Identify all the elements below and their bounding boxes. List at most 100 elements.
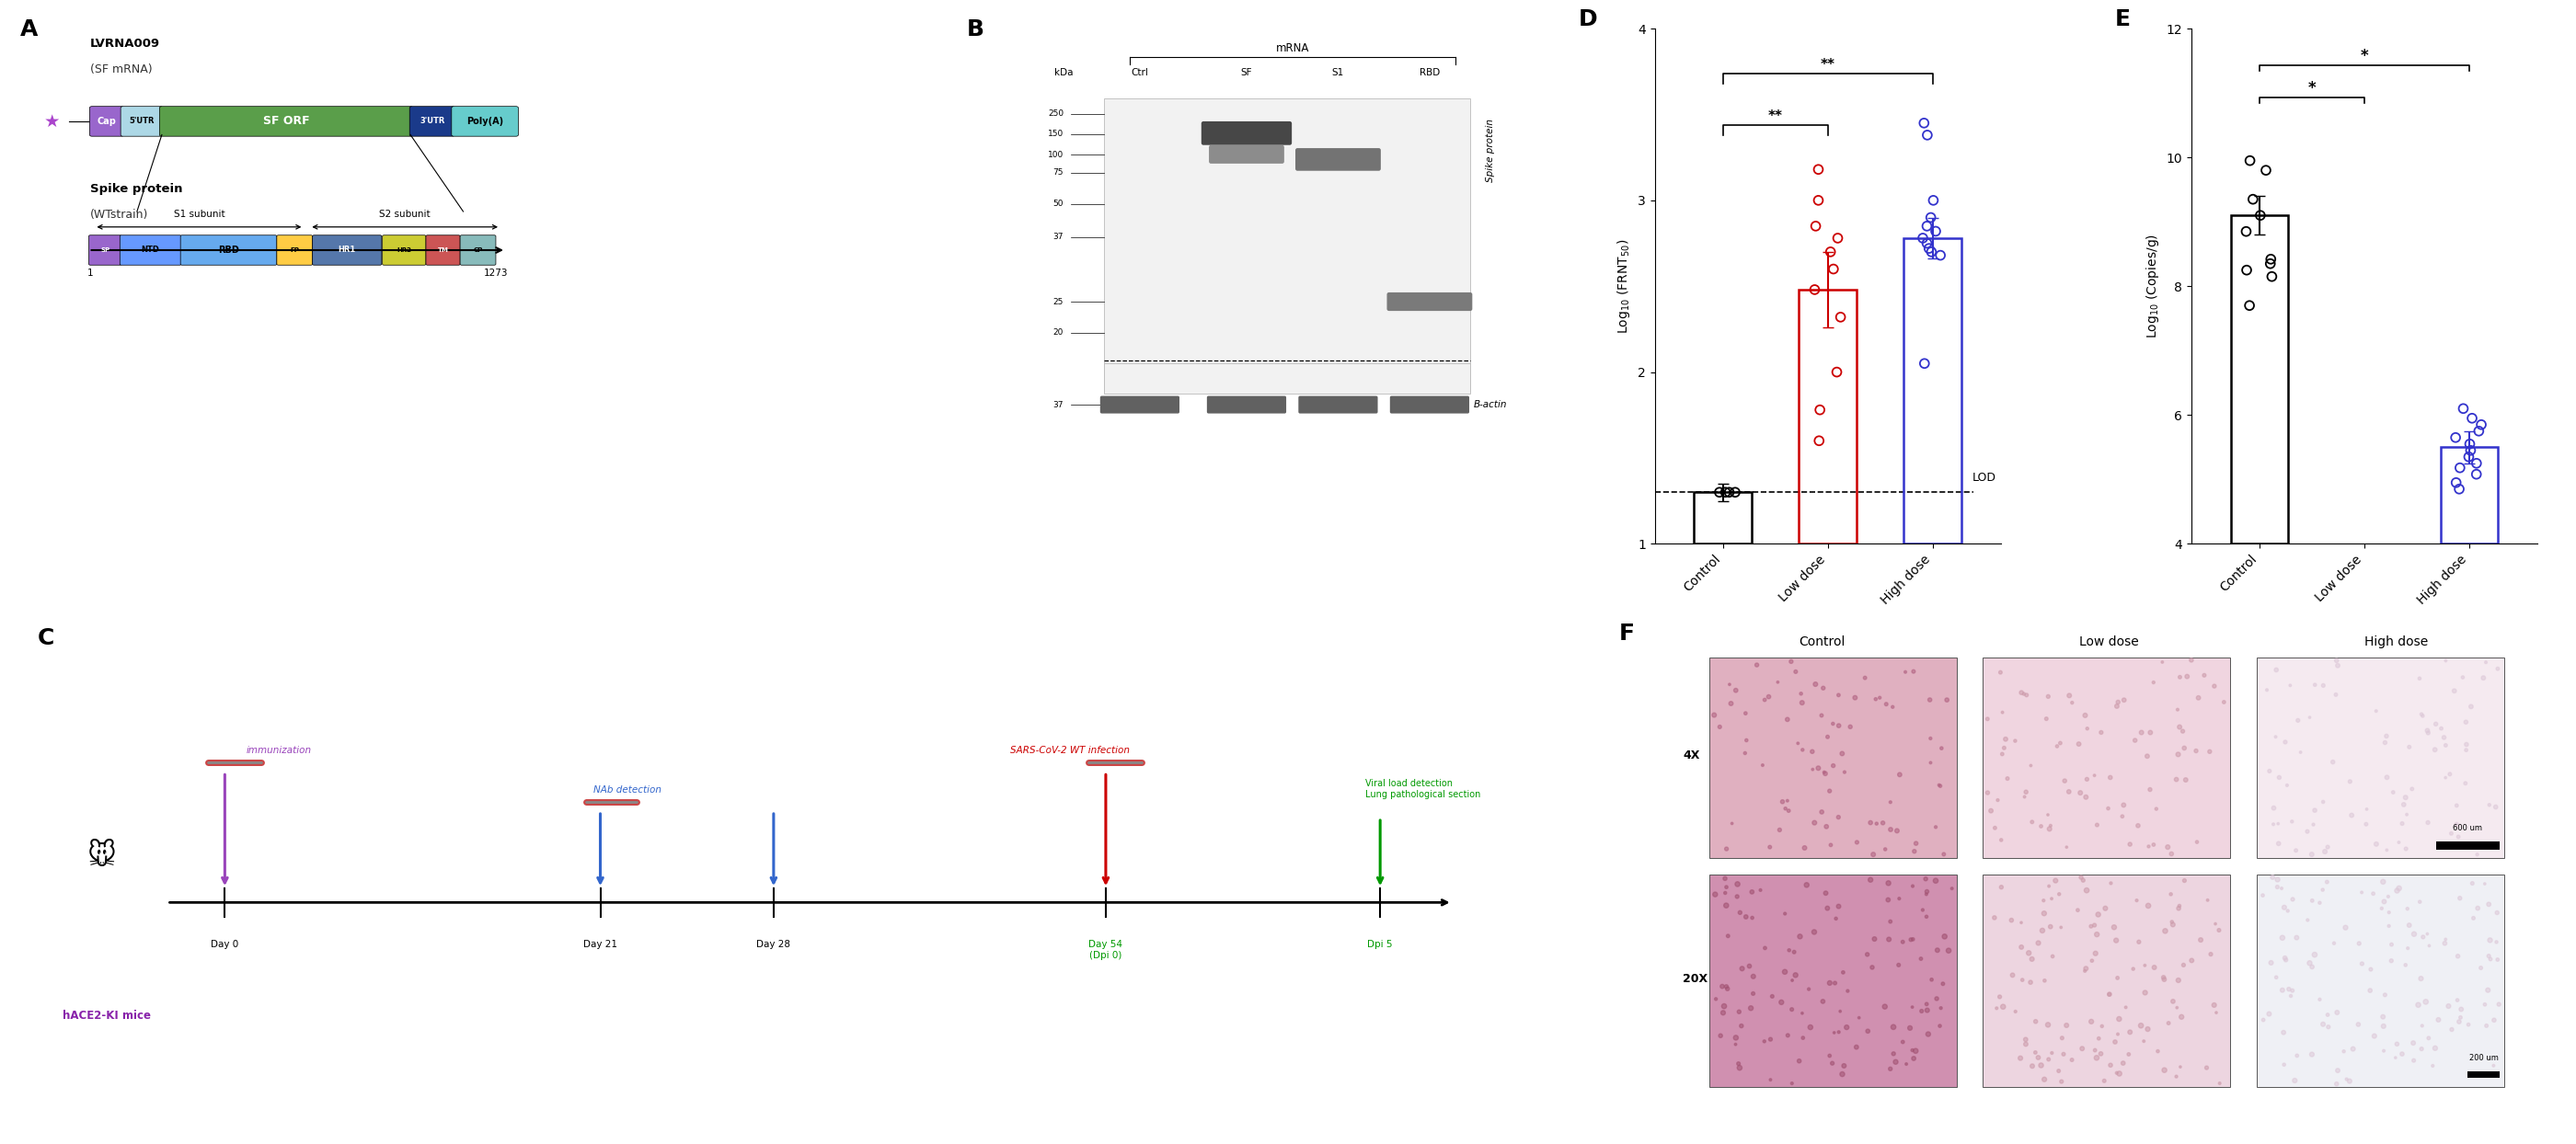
Point — [2246, 161, 2287, 180]
Point — [1718, 1002, 1759, 1020]
Text: LOD: LOD — [1973, 471, 1996, 484]
Point — [1911, 208, 1953, 227]
Point — [1919, 999, 1960, 1017]
Point — [2094, 1033, 2136, 1051]
Point — [2138, 1042, 2179, 1060]
Point — [1883, 1033, 1924, 1051]
Point — [2105, 691, 2146, 709]
Point — [2324, 1042, 2365, 1060]
FancyBboxPatch shape — [1208, 145, 1285, 164]
Point — [2102, 1054, 2143, 1072]
Point — [2429, 996, 2470, 1015]
Point — [2367, 841, 2409, 859]
Point — [2195, 996, 2236, 1015]
Point — [1819, 1023, 1860, 1041]
Point — [1806, 728, 1847, 746]
Text: 200 um: 200 um — [2468, 1054, 2499, 1062]
Point — [1716, 483, 1757, 501]
Point — [1829, 717, 1870, 736]
Point — [1847, 1022, 1888, 1040]
Point — [1855, 690, 1896, 708]
Point — [2354, 1027, 2396, 1046]
Point — [1814, 715, 1855, 733]
Point — [1708, 675, 1749, 693]
Point — [2187, 891, 2228, 909]
Point — [1911, 243, 1953, 261]
Point — [2264, 733, 2306, 752]
Text: hACE2-KI mice: hACE2-KI mice — [62, 1010, 149, 1022]
Text: 20X: 20X — [1682, 974, 1708, 985]
Point — [2244, 1011, 2285, 1030]
Bar — [2231, 215, 2287, 543]
Point — [2009, 944, 2050, 962]
Point — [1770, 652, 1811, 670]
Point — [2439, 1000, 2481, 1018]
Point — [1978, 791, 2020, 809]
Point — [1777, 734, 1819, 753]
Point — [2424, 769, 2465, 787]
Point — [1914, 222, 1955, 240]
Point — [2089, 985, 2130, 1003]
Point — [1731, 908, 1772, 927]
Point — [1757, 673, 1798, 691]
Text: HR1: HR1 — [337, 246, 355, 254]
Point — [1994, 732, 2035, 750]
Point — [2071, 917, 2112, 936]
Point — [1783, 740, 1824, 758]
Text: Dpi 5: Dpi 5 — [1368, 939, 1394, 950]
Point — [2468, 895, 2509, 913]
Point — [1986, 770, 2027, 788]
Point — [1772, 1074, 1814, 1093]
Point — [2290, 845, 2331, 864]
Point — [2470, 931, 2512, 950]
Point — [2025, 1071, 2066, 1089]
Bar — [1695, 492, 1752, 543]
Point — [1705, 840, 1747, 858]
Point — [2445, 774, 2486, 793]
Point — [1968, 784, 2009, 802]
Text: A: A — [21, 18, 39, 40]
Point — [2259, 834, 2300, 852]
Point — [1927, 942, 1968, 960]
Point — [1816, 909, 1857, 928]
Point — [2306, 873, 2347, 891]
Point — [2365, 726, 2406, 745]
Point — [2409, 724, 2450, 742]
Point — [1759, 820, 1801, 839]
Point — [2455, 454, 2496, 472]
Point — [1893, 1049, 1935, 1067]
Point — [2349, 960, 2391, 978]
Point — [1703, 998, 1744, 1016]
Point — [2257, 815, 2298, 833]
Point — [1705, 483, 1747, 501]
Point — [2027, 805, 2069, 824]
Point — [2476, 932, 2517, 951]
Text: RBD: RBD — [219, 246, 240, 255]
Point — [2458, 845, 2499, 864]
Point — [2275, 841, 2316, 859]
Point — [2450, 698, 2491, 716]
FancyBboxPatch shape — [461, 236, 495, 265]
Point — [2172, 952, 2213, 970]
Point — [2293, 891, 2334, 909]
Point — [2378, 879, 2419, 897]
Text: HR2: HR2 — [397, 247, 412, 253]
Point — [2164, 739, 2205, 757]
Point — [2272, 982, 2313, 1000]
Point — [2038, 885, 2079, 904]
Point — [2027, 1050, 2069, 1068]
Text: Poly(A): Poly(A) — [466, 117, 502, 126]
FancyBboxPatch shape — [1391, 396, 1468, 413]
Point — [2063, 871, 2105, 889]
Point — [2012, 950, 2053, 968]
Point — [1906, 907, 1947, 925]
Point — [2151, 844, 2192, 863]
Point — [2197, 921, 2239, 939]
Point — [1870, 913, 1911, 931]
Point — [1824, 763, 1865, 781]
Text: SF: SF — [1242, 67, 1252, 77]
Point — [2277, 1047, 2318, 1065]
Point — [2081, 1017, 2123, 1035]
Point — [1821, 308, 1862, 326]
Point — [1710, 815, 1752, 833]
